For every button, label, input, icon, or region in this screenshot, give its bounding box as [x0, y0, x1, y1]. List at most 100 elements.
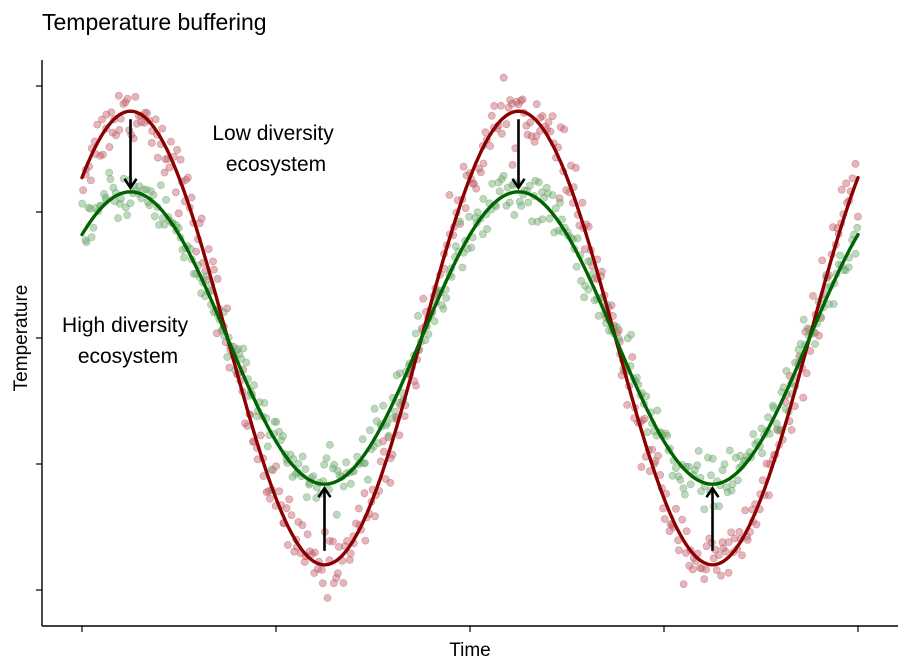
data-point-low: [481, 128, 490, 137]
data-point-low: [317, 566, 326, 574]
x-axis-title: Time: [449, 640, 491, 661]
data-point-low: [332, 574, 341, 582]
data-point-high: [727, 486, 736, 495]
data-point-low: [361, 536, 370, 545]
data-point-low: [107, 108, 116, 117]
data-point-high: [135, 182, 144, 191]
data-point-low: [741, 506, 750, 515]
data-point-high: [782, 367, 791, 375]
data-point-high: [836, 251, 844, 260]
data-point-low: [679, 580, 688, 589]
data-point-low: [379, 437, 387, 446]
data-point-low: [508, 160, 517, 169]
data-point-low: [479, 159, 488, 168]
data-point-low: [799, 393, 808, 402]
data-point-high: [302, 493, 311, 501]
data-point-low: [287, 511, 296, 519]
data-point-high: [584, 257, 593, 266]
data-point-high: [844, 263, 853, 272]
data-point-low: [486, 142, 494, 150]
data-point-low: [334, 543, 343, 551]
data-point-low: [787, 426, 796, 434]
data-point-low: [99, 150, 107, 159]
data-point-low: [265, 494, 274, 503]
data-point-low: [171, 188, 180, 197]
data-point-low: [546, 127, 555, 136]
data-point-low: [209, 265, 218, 274]
data-point-low: [518, 95, 527, 104]
data-point-low: [475, 164, 483, 173]
data-point-high: [580, 293, 588, 302]
data-point-low: [174, 209, 183, 218]
data-point-high: [731, 453, 740, 462]
data-point-low: [272, 462, 280, 471]
data-point-low: [303, 530, 312, 539]
data-point-high: [488, 179, 497, 188]
data-point-high: [277, 436, 285, 444]
arrow-head: [123, 178, 138, 191]
data-point-low: [300, 558, 309, 566]
data-point-low: [268, 466, 277, 475]
data-point-high: [100, 190, 108, 198]
data-point-high: [545, 214, 554, 223]
data-point-high: [694, 447, 703, 455]
data-point-high: [325, 440, 334, 449]
data-point-low: [487, 111, 496, 120]
data-point-low: [818, 256, 827, 265]
data-point-high: [115, 199, 124, 208]
high-diversity-label-line-1: High diversity: [62, 314, 189, 337]
data-point-high: [146, 187, 155, 195]
data-point-high: [510, 211, 519, 219]
data-point-high: [339, 482, 348, 491]
data-point-high: [700, 505, 709, 514]
data-point-high: [663, 431, 672, 440]
data-point-high: [723, 488, 732, 496]
data-point-low: [502, 120, 511, 129]
data-point-high: [465, 212, 473, 221]
chart-title: Temperature buffering: [42, 9, 267, 35]
data-point-high: [693, 461, 702, 470]
data-point-high: [288, 472, 297, 481]
data-point-high: [142, 185, 151, 194]
data-point-low: [496, 101, 505, 110]
data-point-low: [176, 155, 185, 164]
buffering-arrow-2: [317, 485, 332, 551]
data-point-low: [567, 161, 575, 170]
data-point-low: [153, 153, 162, 162]
data-point-high: [89, 223, 98, 232]
data-point-high: [123, 211, 131, 219]
data-point-high: [653, 406, 662, 415]
data-point-high: [180, 253, 188, 262]
arrow-head: [705, 485, 720, 498]
low-diversity-label: Low diversity ecosystem: [212, 122, 339, 176]
data-point-low: [548, 112, 557, 121]
data-point-high: [330, 460, 338, 469]
data-point-low: [499, 73, 508, 82]
data-point-low: [461, 204, 470, 212]
data-point-high: [309, 472, 318, 480]
data-point-high: [388, 414, 397, 423]
data-point-low: [325, 537, 334, 545]
data-point-low: [472, 184, 481, 193]
data-point-low: [774, 426, 782, 435]
data-point-low: [102, 110, 111, 119]
data-point-high: [495, 187, 504, 196]
data-point-high: [239, 344, 248, 353]
arrow-head: [511, 178, 526, 191]
data-point-low: [123, 94, 132, 103]
data-point-low: [717, 571, 725, 580]
data-point-low: [283, 541, 292, 549]
data-point-low: [560, 125, 569, 134]
arrow-head: [317, 485, 332, 498]
data-point-low: [165, 163, 174, 172]
data-point-low: [166, 137, 175, 146]
data-point-high: [87, 233, 96, 242]
data-point-low: [143, 109, 151, 117]
data-point-high: [458, 263, 467, 272]
data-point-low: [323, 594, 332, 602]
data-point-low: [724, 568, 733, 577]
data-point-low: [640, 414, 649, 423]
data-point-low: [161, 155, 170, 164]
data-point-high: [534, 178, 543, 187]
